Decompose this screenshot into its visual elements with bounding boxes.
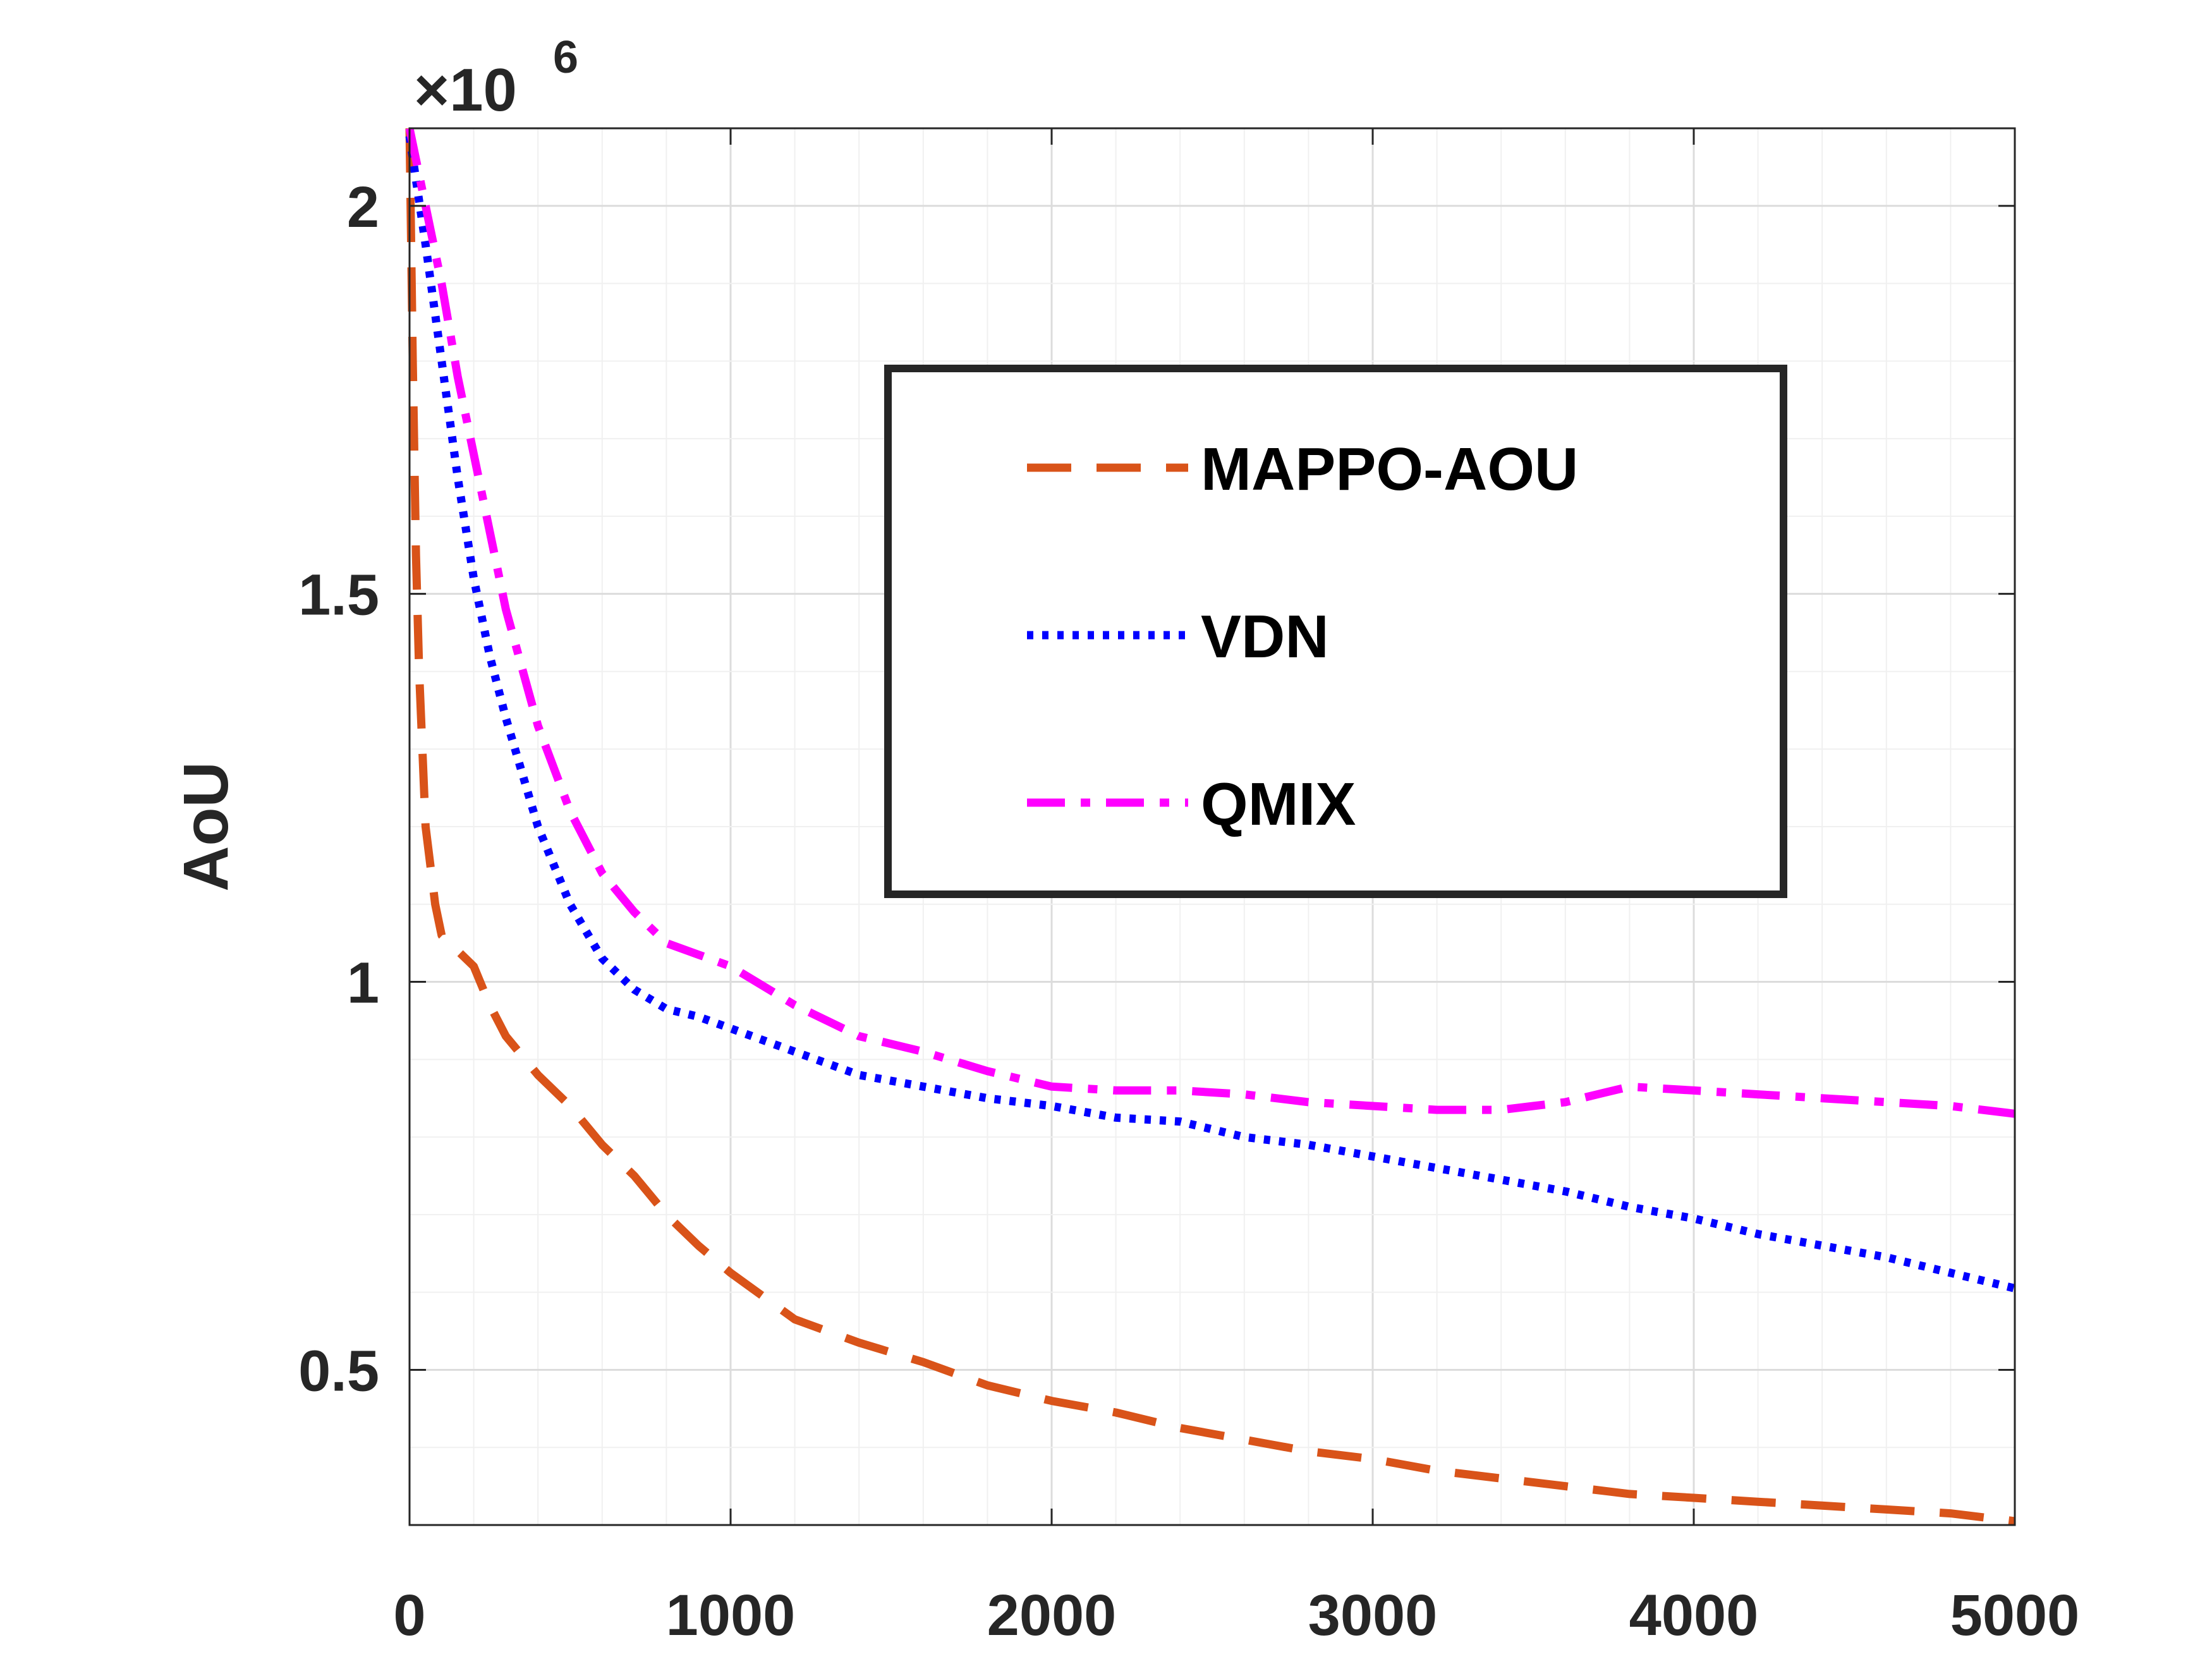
y-exponent-base: ×10 [414,56,517,124]
y-tick-label: 0.5 [298,1339,379,1403]
legend: MAPPO-AOU VDN QMIX [884,365,1787,898]
x-tick-label: 3000 [1308,1583,1438,1648]
axes [408,127,2016,1526]
series-line-mappo-aou [405,128,2015,1526]
tick-labels: 0 1000 2000 3000 4000 5000 0.5 1 1.5 2 [298,175,2079,1648]
legend-label-vdn: VDN [1201,603,1329,671]
x-tick-label: 5000 [1950,1583,2080,1648]
legend-label-qmix: QMIX [1201,770,1356,838]
x-tick-label: 1000 [666,1583,796,1648]
y-tick-label: 1 [347,951,379,1016]
x-tick-label: 2000 [987,1583,1117,1648]
y-exponent-power: 6 [553,32,578,83]
series-lines [405,127,2016,1526]
series-line-qmix [405,127,2015,1118]
x-tick-label: 0 [393,1583,425,1648]
y-tick-label: 2 [347,175,379,240]
y-exponent-label: ×10 6 [414,32,578,124]
y-tick-label: 1.5 [298,563,379,628]
x-tick-label: 4000 [1629,1583,1759,1648]
series-line-vdn [405,135,2016,1292]
y-axis-title: AoU [171,762,241,892]
legend-label-mappo-aou: MAPPO-AOU [1201,435,1578,503]
axes-box [408,127,2016,1526]
